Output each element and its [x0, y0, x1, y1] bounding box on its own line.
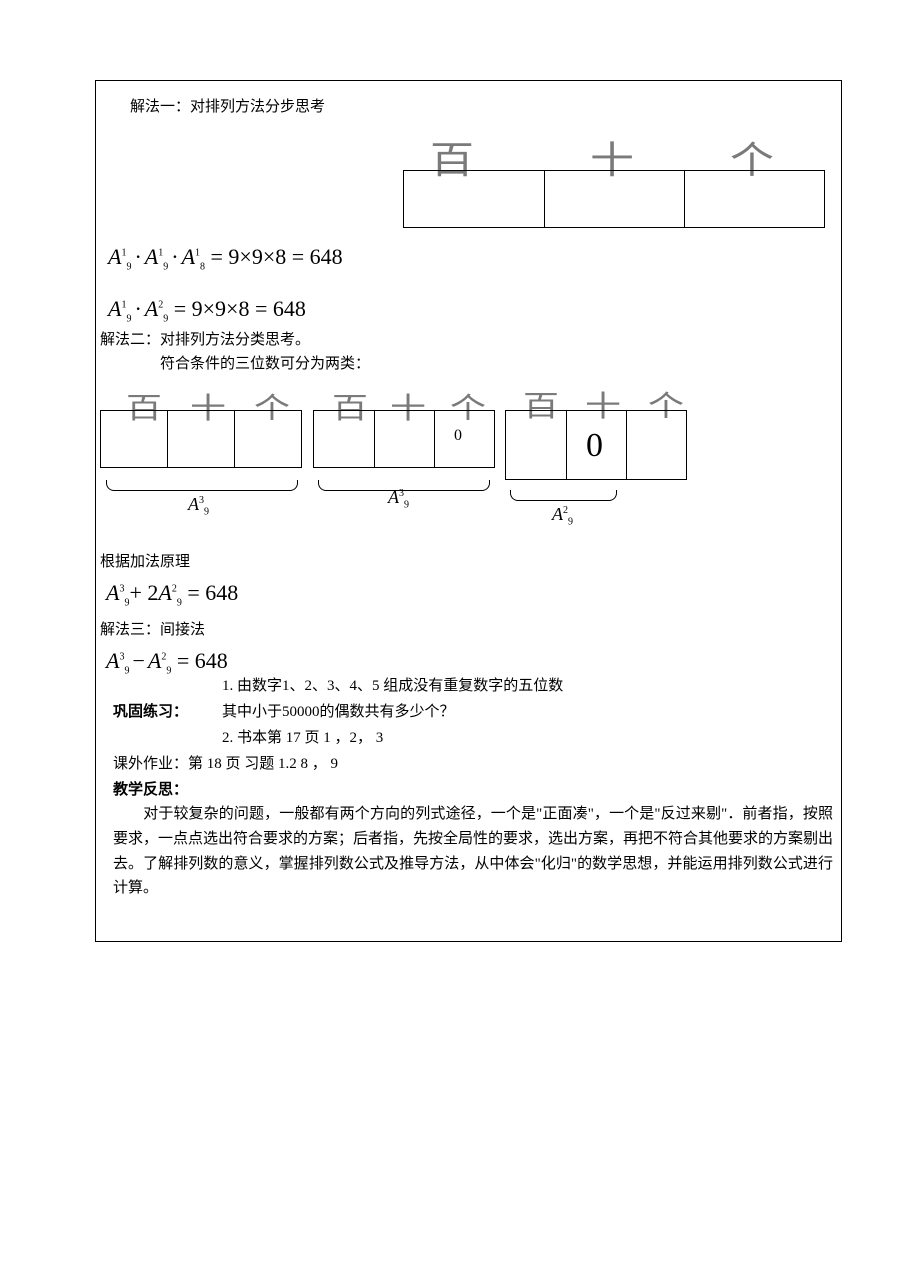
g2-zero: 0 [454, 427, 462, 445]
solution1-eq2: A19·A29 = 9×9×8 = 648 [108, 296, 306, 324]
page: 解法一：对排列方法分步思考 百 十 个 A19·A19·A18 = 9×9×8 … [0, 0, 920, 1274]
solution1-title: 解法一：对排列方法分步思考 [130, 95, 325, 116]
g1-brace [106, 480, 298, 491]
g3-brace [510, 490, 617, 501]
g2-label: A39 [388, 487, 409, 511]
solution2-title: 解法二：对排列方法分类思考。 [100, 328, 310, 349]
solution3-title: 解法三：间接法 [100, 618, 205, 639]
g3-label: A29 [552, 504, 573, 528]
solution3-equation: A39−A29 = 648 [106, 648, 228, 676]
reflection-title: 教学反思： [113, 778, 188, 799]
practice-line2: 2. 书本第 17 页 1 ，2， 3 [222, 726, 383, 747]
practice-label: 巩固练习： [113, 700, 188, 721]
solution2-subtitle: 符合条件的三位数可分为两类： [160, 352, 370, 373]
g3-box: 0 [505, 410, 687, 480]
solution1-box [403, 170, 825, 228]
solution1-eq1: A19·A19·A18 = 9×9×8 = 648 [108, 244, 343, 272]
practice-line1a: 1. 由数字1、2、3、4、5 组成没有重复数字的五位数 [222, 674, 563, 695]
g3-zero: 0 [586, 427, 603, 465]
homework: 课外作业：第 18 页 习题 1.2 8 ， 9 [113, 752, 338, 773]
g1-label: A39 [188, 494, 209, 518]
reflection-body: 对于较复杂的问题，一般都有两个方向的列式途径，一个是"正面凑"，一个是"反过来剔… [113, 802, 833, 901]
practice-line1b: 其中小于50000的偶数共有多少个？ [222, 700, 455, 721]
g2-box: 0 [313, 410, 495, 468]
solution2-equation: A39+ 2A29 = 648 [106, 580, 238, 608]
addition-principle: 根据加法原理 [100, 550, 190, 571]
g1-box [100, 410, 302, 468]
